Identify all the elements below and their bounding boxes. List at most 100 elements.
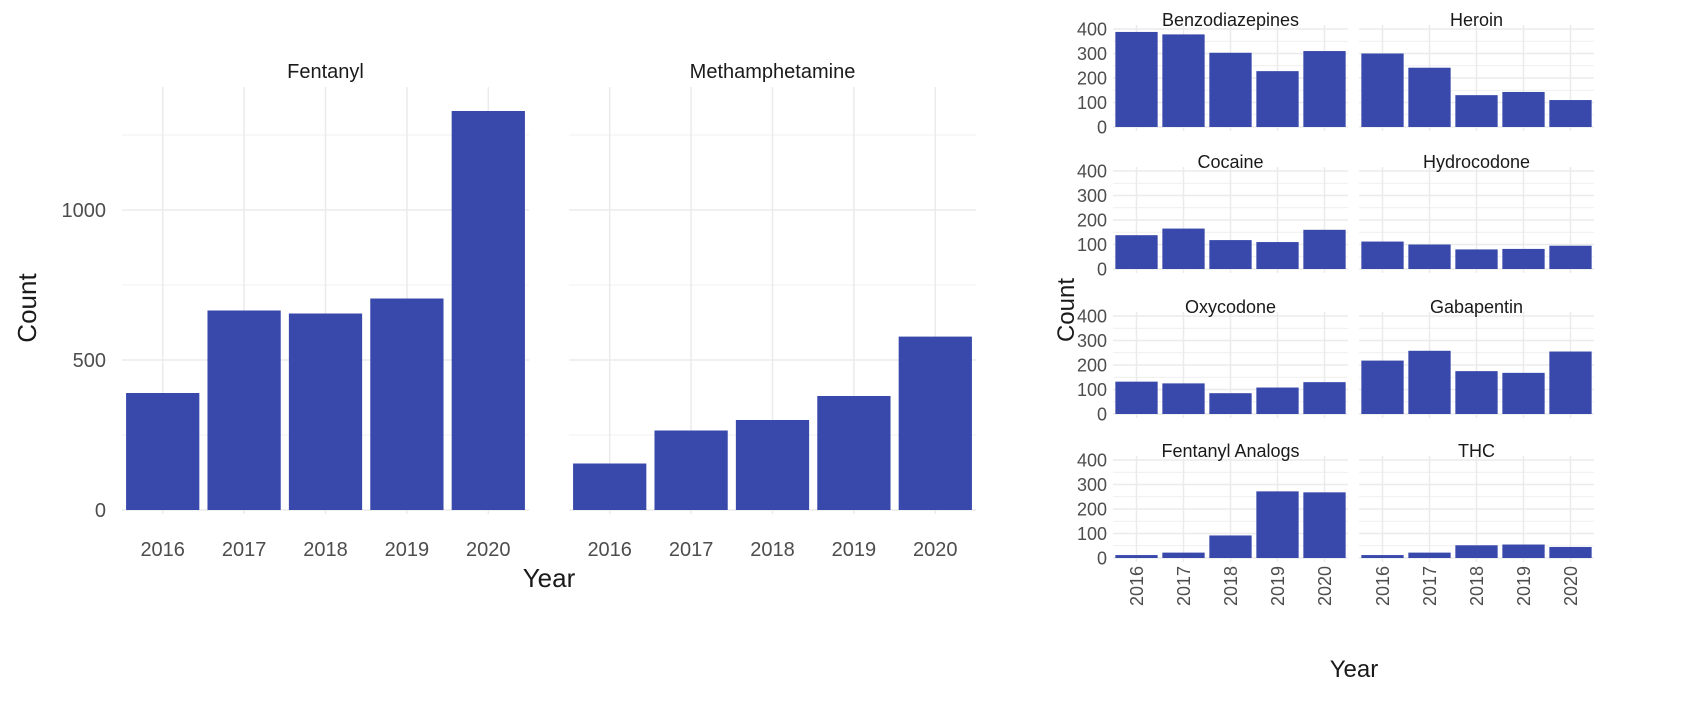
facet-panel: Fentanyl 0 500 1000 2016 2017 2018 2019 2020: [62, 61, 529, 561]
bar: [1209, 52, 1252, 127]
y-tick-label: 300: [1077, 331, 1107, 351]
y-axis-title: Count: [1053, 278, 1080, 342]
bar: [1115, 381, 1158, 414]
y-tick-label: 1000: [62, 200, 107, 222]
bar: [1408, 244, 1451, 269]
bar: [1549, 546, 1592, 558]
y-tick-label: 0: [1097, 117, 1107, 137]
bar: [1162, 383, 1205, 414]
y-tick-label: 400: [1077, 450, 1107, 470]
x-tick-label: 2017: [669, 539, 714, 561]
facet-panel: THC 2016 2017 2018 2019 2020: [1359, 441, 1594, 606]
facet-strip-label: Gabapentin: [1430, 297, 1523, 317]
y-tick-label: 400: [1077, 19, 1107, 39]
bar: [1549, 100, 1592, 127]
bar: [1256, 491, 1299, 558]
bar: [1209, 535, 1252, 558]
bar: [370, 298, 444, 510]
bar: [1162, 34, 1205, 127]
facet-panel: Benzodiazepines 0 100 200 300 400: [1077, 10, 1348, 137]
facet-strip-label: Benzodiazepines: [1162, 10, 1299, 30]
facet-strip-label: Cocaine: [1197, 152, 1263, 172]
facet-strip-label: Oxycodone: [1185, 297, 1276, 317]
y-tick-label: 200: [1077, 210, 1107, 230]
bar: [1162, 228, 1205, 269]
bar: [1115, 31, 1158, 127]
x-tick-label: 2019: [1268, 566, 1288, 606]
x-tick-label: 2017: [1420, 566, 1440, 606]
x-tick-label: 2018: [303, 539, 348, 561]
y-tick-label: 0: [1097, 548, 1107, 568]
bar: [1209, 393, 1252, 414]
y-axis-title: Count: [12, 273, 42, 343]
x-tick-label: 2019: [832, 539, 877, 561]
bar: [1549, 245, 1592, 269]
y-tick-label: 200: [1077, 499, 1107, 519]
bar: [817, 396, 891, 510]
bar: [898, 336, 972, 510]
y-tick-label: 0: [1097, 259, 1107, 279]
facet-panel: Heroin: [1359, 10, 1594, 131]
bar: [1408, 552, 1451, 558]
bar: [573, 463, 647, 510]
bar: [1361, 241, 1404, 269]
y-tick-label: 400: [1077, 306, 1107, 326]
x-tick-label: 2016: [1373, 566, 1393, 606]
bar: [1209, 240, 1252, 269]
facet-strip-label: Fentanyl: [287, 61, 364, 83]
bar: [735, 420, 810, 510]
bar: [1549, 351, 1592, 414]
x-tick-label: 2018: [1221, 566, 1241, 606]
x-tick-label: 2020: [913, 539, 958, 561]
facet-strip-label: Hydrocodone: [1423, 152, 1530, 172]
y-tick-label: 200: [1077, 355, 1107, 375]
bar: [288, 313, 363, 510]
bar: [1361, 555, 1404, 558]
bar: [1502, 91, 1545, 127]
facet-panel: Oxycodone 0 100 200 300 400: [1077, 297, 1348, 424]
y-tick-label: 300: [1077, 475, 1107, 495]
bar: [1455, 95, 1498, 127]
bar: [1502, 248, 1545, 269]
y-tick-label: 100: [1077, 524, 1107, 544]
x-tick-label: 2016: [140, 539, 185, 561]
bar: [1408, 67, 1451, 127]
bar: [1115, 235, 1158, 269]
facet-panel: Cocaine 0 100 200 300 400: [1077, 152, 1348, 279]
y-tick-label: 300: [1077, 186, 1107, 206]
x-tick-label: 2020: [466, 539, 511, 561]
bar: [1408, 350, 1451, 414]
x-tick-label: 2019: [385, 539, 430, 561]
y-tick-label: 200: [1077, 68, 1107, 88]
bar: [1455, 371, 1498, 414]
facet-panel: Methamphetamine 2016 2017 2018 2019 2020: [569, 61, 976, 561]
y-tick-label: 100: [1077, 380, 1107, 400]
bar: [1455, 545, 1498, 558]
bar: [1256, 387, 1299, 414]
bar: [1361, 360, 1404, 414]
bar: [1303, 382, 1346, 414]
x-tick-label: 2017: [1174, 566, 1194, 606]
y-tick-label: 500: [73, 350, 106, 372]
bar: [1256, 71, 1299, 127]
y-tick-label: 0: [1097, 404, 1107, 424]
y-tick-label: 100: [1077, 235, 1107, 255]
facet-panel: Fentanyl Analogs 0 100 200 300 400 2016 2017 201…: [1077, 441, 1348, 606]
bar: [654, 430, 728, 510]
bar: [1162, 552, 1205, 558]
facet-strip-label: Fentanyl Analogs: [1161, 441, 1299, 461]
y-tick-label: 400: [1077, 161, 1107, 181]
x-tick-label: 2020: [1561, 566, 1581, 606]
y-tick-label: 0: [95, 500, 106, 522]
bar: [1303, 229, 1346, 269]
y-tick-label: 100: [1077, 93, 1107, 113]
x-tick-label: 2018: [750, 539, 795, 561]
x-axis-title: Year: [1330, 656, 1379, 683]
bar: [1361, 53, 1404, 127]
bar: [1303, 492, 1346, 558]
x-tick-label: 2019: [1514, 566, 1534, 606]
x-tick-label: 2018: [1467, 566, 1487, 606]
x-axis-title: Year: [523, 563, 576, 593]
facet-strip-label: THC: [1458, 441, 1495, 461]
